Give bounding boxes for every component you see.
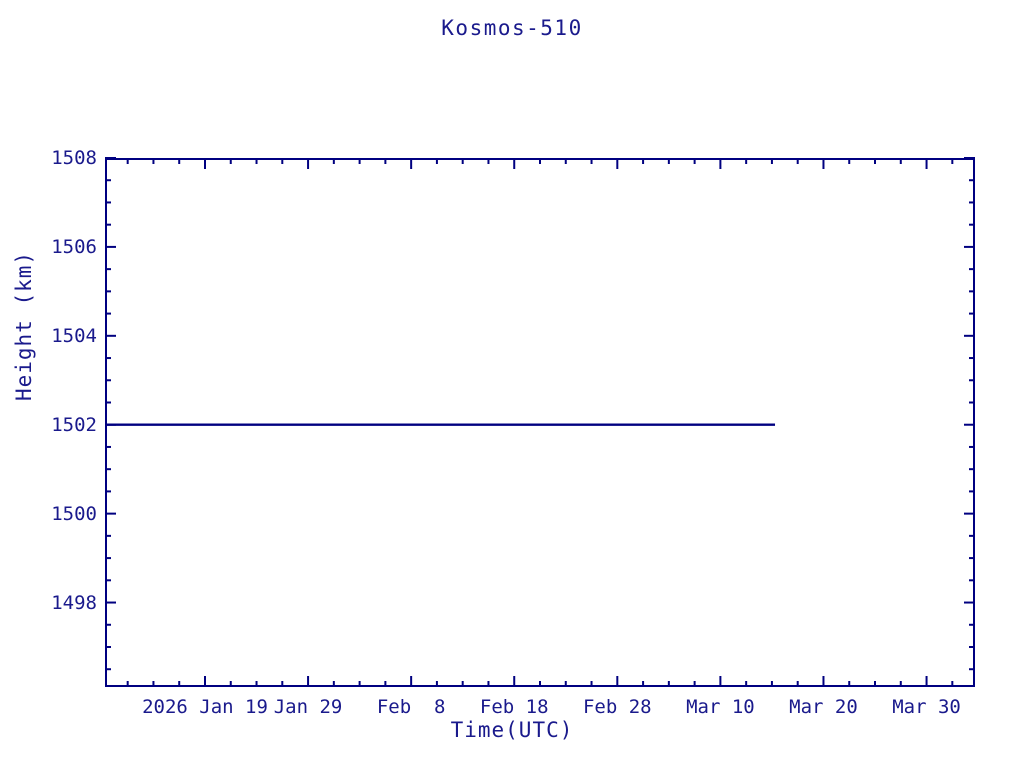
y-tick-label: 1502 — [51, 413, 97, 436]
x-tick-label: Mar 30 — [892, 696, 961, 718]
x-tick-label: 2026 Jan 19 — [142, 696, 268, 718]
y-axis-title: Height (km) — [12, 250, 36, 402]
x-tick-label: Feb 18 — [479, 696, 549, 718]
x-axis-title: Time(UTC) — [450, 718, 574, 742]
y-tick-label: 1504 — [51, 324, 97, 347]
chart-title: Kosmos-510 — [441, 16, 583, 40]
x-tick-label: Mar 10 — [686, 696, 755, 718]
x-tick-label: Feb 8 — [376, 696, 446, 718]
y-tick-label: 1508 — [51, 147, 97, 169]
plot-area — [105, 158, 975, 687]
y-tick-label: 1498 — [51, 591, 97, 614]
x-tick-label: Feb 28 — [582, 696, 652, 718]
x-tick-label: Mar 20 — [789, 696, 858, 718]
x-tick-label: Jan 29 — [273, 696, 343, 718]
y-tick-label: 1506 — [51, 235, 97, 258]
y-tick-label: 1500 — [51, 502, 97, 525]
